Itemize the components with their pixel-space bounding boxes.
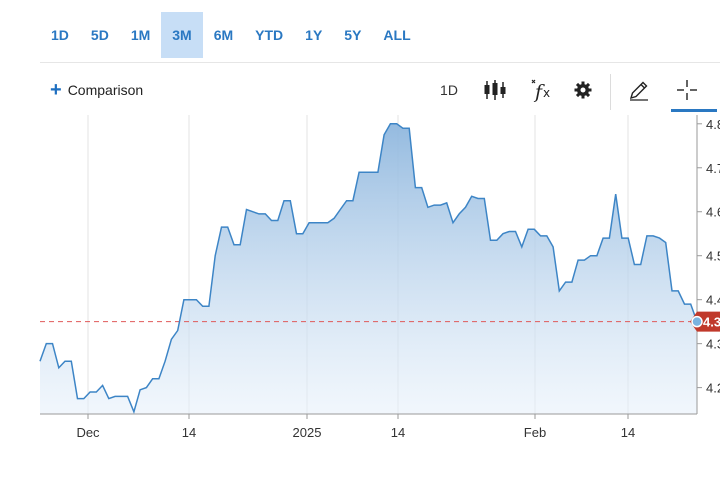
- range-button-all[interactable]: ALL: [383, 27, 411, 43]
- range-button-1y[interactable]: 1Y: [305, 27, 323, 43]
- y-tick-label: 4.8: [706, 117, 720, 132]
- y-tick-label: 4.4: [706, 293, 720, 308]
- interval-button[interactable]: 1D: [440, 82, 458, 98]
- range-button-1d[interactable]: 1D: [51, 27, 69, 43]
- range-button-3m[interactable]: 3M: [161, 12, 203, 58]
- range-button-1m[interactable]: 1M: [130, 27, 151, 43]
- range-button-6m[interactable]: 6M: [213, 27, 234, 43]
- y-tick-label: 4.7: [706, 161, 720, 176]
- current-price-dot: [691, 315, 703, 328]
- range-button-ytd[interactable]: YTD: [255, 27, 284, 43]
- plus-icon: +: [50, 79, 62, 101]
- time-range-selector: 1D 5D 1M 3M 6M YTD 1Y 5Y ALL: [40, 12, 422, 58]
- x-tick-label: Dec: [76, 425, 100, 440]
- range-button-5y[interactable]: 5Y: [344, 27, 362, 43]
- function-fx-icon[interactable]: f x: [526, 74, 556, 106]
- gear-icon[interactable]: [570, 74, 596, 106]
- svg-text:x: x: [543, 86, 550, 100]
- y-tick-label: 4.6: [706, 205, 720, 220]
- chart-toolbar: + Comparison 1D f x: [40, 68, 720, 112]
- range-button-5d[interactable]: 5D: [90, 27, 109, 43]
- candlestick-icon[interactable]: [480, 74, 510, 106]
- current-price-label: 4.3: [703, 315, 720, 330]
- comparison-button[interactable]: + Comparison: [50, 79, 144, 101]
- x-tick-label: 14: [391, 425, 405, 440]
- x-tick-label: Feb: [524, 425, 546, 440]
- y-tick-label: 4.2: [706, 381, 720, 396]
- x-tick-label: 14: [621, 425, 635, 440]
- price-chart[interactable]: Dec 14 2025 14 Feb 14 4.8 4.7 4.6 4.5 4.4 4.3 4.2 4…: [0, 115, 720, 445]
- svg-text:f: f: [533, 81, 545, 103]
- toolbar-separator: [610, 74, 611, 110]
- price-line: [39, 123, 698, 415]
- x-tick-label: 2025: [293, 425, 322, 440]
- range-divider: [40, 62, 720, 63]
- crosshair-active-indicator: [671, 109, 717, 112]
- y-tick-label: 4.3: [706, 337, 720, 352]
- price-area-fill: [40, 123, 697, 415]
- crosshair-icon[interactable]: [672, 74, 702, 106]
- x-tick-label: 14: [182, 425, 196, 440]
- pencil-icon[interactable]: [624, 74, 654, 106]
- comparison-label: Comparison: [67, 82, 144, 98]
- y-tick-label: 4.5: [706, 249, 720, 264]
